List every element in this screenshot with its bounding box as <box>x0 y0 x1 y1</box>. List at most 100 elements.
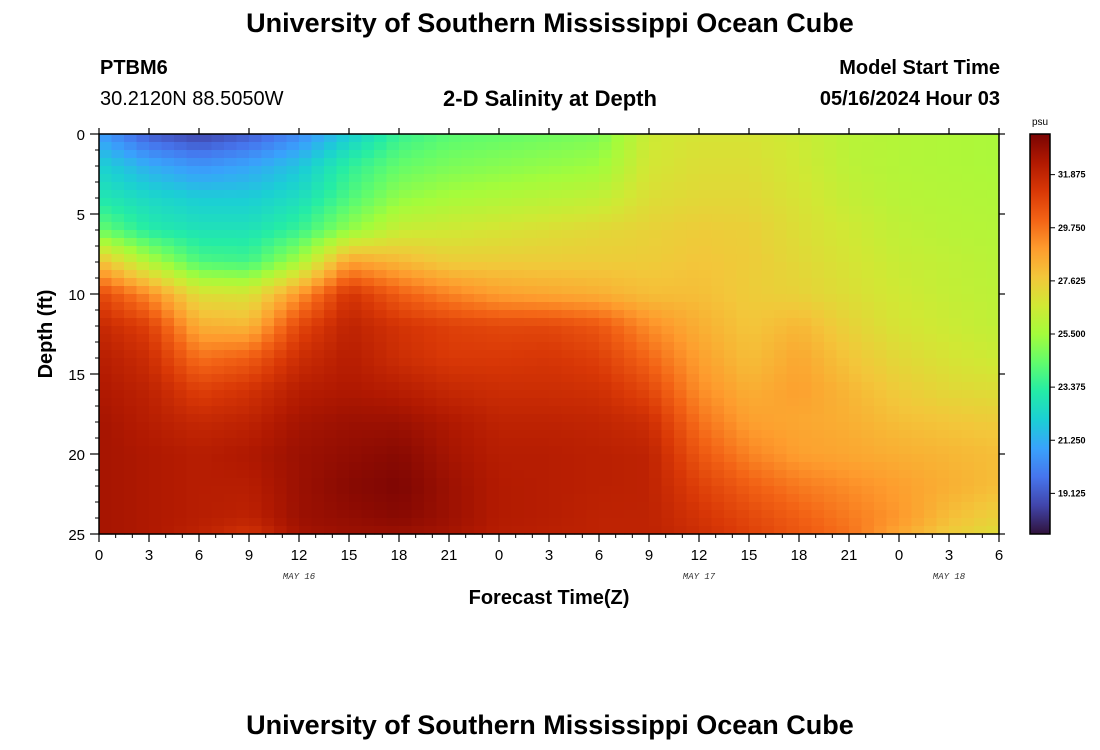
heatmap-cell <box>574 190 588 199</box>
heatmap-cell <box>361 406 375 415</box>
heatmap-cell <box>924 262 938 271</box>
heatmap-cell <box>424 142 438 151</box>
heatmap-cell <box>186 446 200 455</box>
heatmap-cell <box>924 366 938 375</box>
heatmap-cell <box>311 206 325 215</box>
heatmap-cell <box>186 150 200 159</box>
heatmap-cell <box>361 334 375 343</box>
heatmap-cell <box>836 230 850 239</box>
heatmap-cell <box>586 278 600 287</box>
heatmap-cell <box>786 382 800 391</box>
heatmap-cell <box>524 150 538 159</box>
heatmap-cell <box>249 214 263 223</box>
heatmap-cell <box>586 142 600 151</box>
heatmap-cell <box>724 158 738 167</box>
heatmap-cell <box>286 486 300 495</box>
heatmap-cell <box>799 278 813 287</box>
heatmap-cell <box>811 174 825 183</box>
heatmap-cell <box>199 254 213 263</box>
heatmap-cell <box>449 198 463 207</box>
heatmap-cell <box>224 414 238 423</box>
heatmap-cell <box>874 342 888 351</box>
heatmap-cell <box>649 318 663 327</box>
heatmap-cell <box>499 398 513 407</box>
heatmap-cell <box>599 174 613 183</box>
heatmap-cell <box>686 366 700 375</box>
heatmap-cell <box>686 358 700 367</box>
heatmap-cell <box>99 470 113 479</box>
heatmap-cell <box>574 358 588 367</box>
heatmap-cell <box>911 438 925 447</box>
heatmap-cell <box>474 142 488 151</box>
heatmap-cell <box>586 518 600 527</box>
heatmap-cell <box>474 198 488 207</box>
heatmap-cell <box>786 286 800 295</box>
heatmap-cell <box>636 486 650 495</box>
heatmap-cell <box>424 286 438 295</box>
heatmap-cell <box>924 286 938 295</box>
heatmap-cell <box>386 270 400 279</box>
heatmap-cell <box>924 206 938 215</box>
heatmap-cell <box>124 446 138 455</box>
heatmap-cell <box>986 374 1000 383</box>
heatmap-cell <box>749 446 763 455</box>
heatmap-cell <box>174 286 188 295</box>
heatmap-cell <box>661 190 675 199</box>
heatmap-cell <box>886 182 900 191</box>
heatmap-cell <box>324 382 338 391</box>
heatmap-cell <box>949 310 963 319</box>
heatmap-cell <box>249 382 263 391</box>
heatmap-cell <box>761 214 775 223</box>
heatmap-cell <box>849 398 863 407</box>
heatmap-cell <box>749 270 763 279</box>
heatmap-cell <box>974 174 988 183</box>
heatmap-cell <box>99 166 113 175</box>
heatmap-cell <box>324 398 338 407</box>
heatmap-cell <box>261 462 275 471</box>
heatmap-cell <box>724 166 738 175</box>
heatmap-cell <box>124 502 138 511</box>
heatmap-cell <box>186 398 200 407</box>
heatmap-cell <box>811 446 825 455</box>
heatmap-cell <box>674 350 688 359</box>
heatmap-cell <box>186 190 200 199</box>
heatmap-cell <box>386 422 400 431</box>
heatmap-cell <box>761 262 775 271</box>
heatmap-cell <box>799 182 813 191</box>
heatmap-cell <box>874 214 888 223</box>
heatmap-cell <box>186 206 200 215</box>
heatmap-cell <box>161 254 175 263</box>
heatmap-cell <box>611 494 625 503</box>
heatmap-cell <box>199 270 213 279</box>
heatmap-cell <box>511 142 525 151</box>
heatmap-cell <box>299 134 313 143</box>
heatmap-cell <box>886 222 900 231</box>
heatmap-cell <box>474 246 488 255</box>
heatmap-cell <box>336 446 350 455</box>
heatmap-cell <box>849 478 863 487</box>
heatmap-cell <box>586 406 600 415</box>
heatmap-cell <box>211 166 225 175</box>
heatmap-cell <box>849 198 863 207</box>
heatmap-cell <box>286 214 300 223</box>
heatmap-cell <box>299 302 313 311</box>
heatmap-cell <box>424 398 438 407</box>
heatmap-cell <box>236 238 250 247</box>
heatmap-cell <box>924 222 938 231</box>
heatmap-cell <box>574 238 588 247</box>
heatmap-cell <box>486 518 500 527</box>
heatmap-cell <box>836 398 850 407</box>
heatmap-cell <box>536 190 550 199</box>
heatmap-cell <box>649 430 663 439</box>
heatmap-cell <box>474 422 488 431</box>
heatmap-cell <box>299 446 313 455</box>
heatmap-cell <box>786 254 800 263</box>
heatmap-cell <box>524 478 538 487</box>
heatmap-cell <box>299 182 313 191</box>
heatmap-cell <box>124 254 138 263</box>
heatmap-cell <box>624 438 638 447</box>
heatmap-cell <box>899 294 913 303</box>
heatmap-cell <box>499 470 513 479</box>
heatmap-cell <box>849 502 863 511</box>
heatmap-cell <box>686 134 700 143</box>
